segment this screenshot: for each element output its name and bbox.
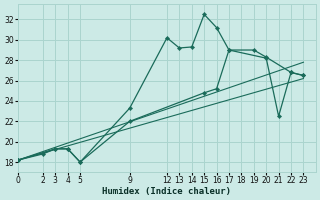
X-axis label: Humidex (Indice chaleur): Humidex (Indice chaleur) [102, 187, 231, 196]
